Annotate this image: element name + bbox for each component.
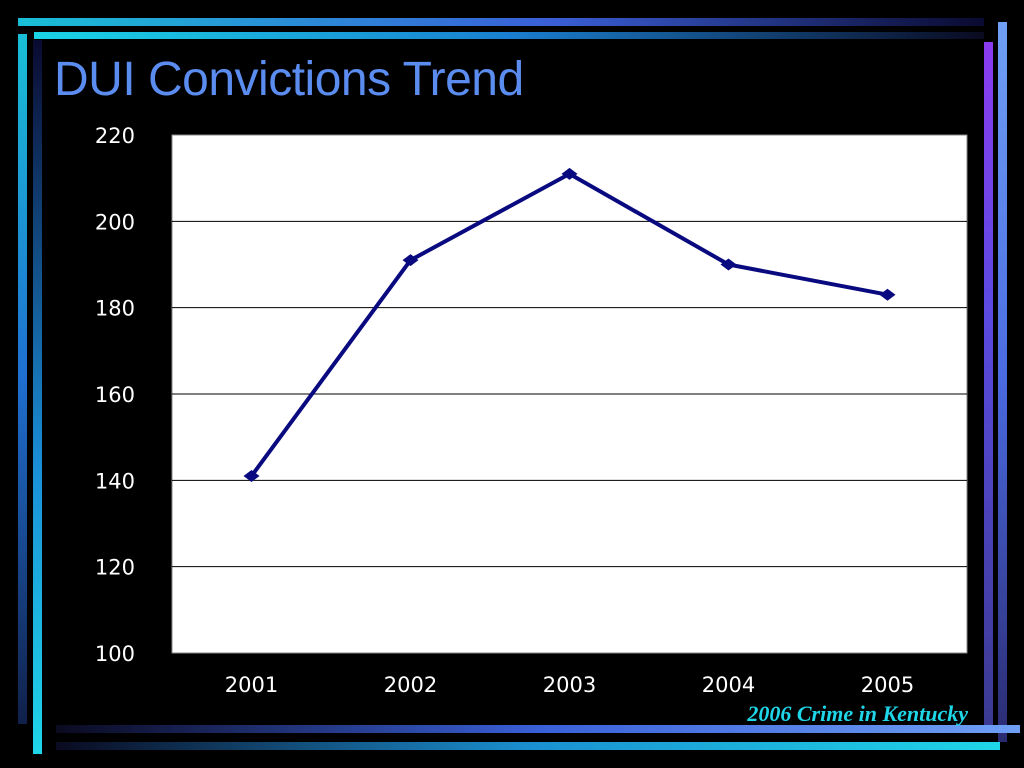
y-tick-label: 220 <box>95 124 135 148</box>
frame-bottom-blue-bar <box>56 725 1020 733</box>
data-point-marker <box>879 288 896 301</box>
x-tick-label: 2003 <box>543 673 596 697</box>
x-axis-ticks: 2001 2002 2003 2004 2005 <box>225 673 914 697</box>
y-axis-ticks: 100 120 140 160 180 200 220 <box>95 124 135 666</box>
data-point-marker <box>402 254 419 267</box>
data-point-marker <box>561 167 578 180</box>
y-tick-label: 140 <box>95 469 135 493</box>
frame-bottom-cyan-bar <box>56 742 1000 750</box>
frame-top-cyan-bar <box>18 18 984 26</box>
frame-top-blue-bar <box>34 32 984 39</box>
series-layer <box>243 167 896 483</box>
slide-title: DUI Convictions Trend <box>54 53 524 106</box>
y-tick-label: 120 <box>95 556 135 580</box>
y-tick-label: 200 <box>95 210 135 234</box>
data-point-marker <box>720 258 737 271</box>
data-point-marker <box>243 470 260 483</box>
y-tick-label: 180 <box>95 297 135 321</box>
x-tick-label: 2002 <box>384 673 437 697</box>
x-tick-label: 2001 <box>225 673 278 697</box>
frame-left-outer-bar <box>18 34 27 724</box>
y-tick-label: 160 <box>95 383 135 407</box>
frame-right-blue-bar <box>998 22 1007 742</box>
x-tick-label: 2005 <box>861 673 914 697</box>
gridlines <box>172 220 967 568</box>
y-tick-label: 100 <box>95 642 135 666</box>
frame-left-inner-bar <box>33 40 42 754</box>
frame-right-purple-bar <box>984 42 993 732</box>
x-tick-label: 2004 <box>702 673 755 697</box>
source-caption: 2006 Crime in Kentucky <box>747 701 968 726</box>
